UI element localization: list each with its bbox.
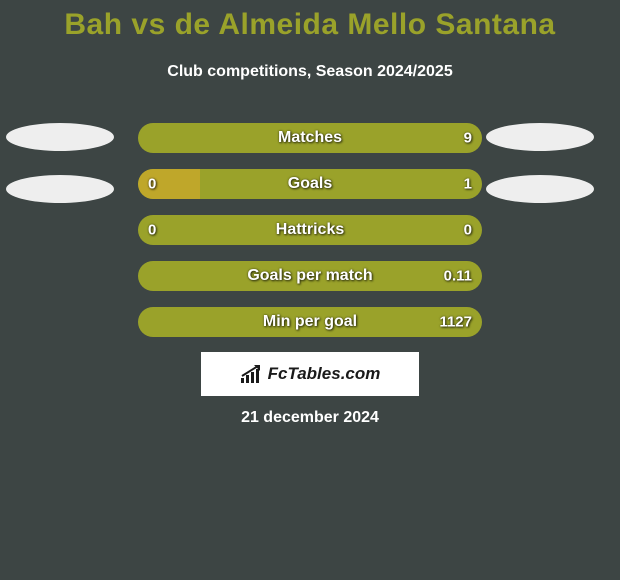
stat-label: Matches — [278, 129, 342, 147]
stat-bar: Goals per match 0.11 — [138, 261, 482, 291]
stat-right-value: 9 — [464, 130, 472, 147]
stat-label: Goals — [288, 175, 332, 193]
stat-label: Min per goal — [263, 313, 357, 331]
comparison-bars: Matches 9 Goals 0 1 Hattricks 0 0 Goals per matc… — [138, 123, 482, 353]
bar-chart-icon — [240, 364, 264, 384]
avatar — [6, 175, 114, 203]
stat-bar: Min per goal 1127 — [138, 307, 482, 337]
stat-left-value: 0 — [148, 176, 156, 193]
stat-label: Goals per match — [247, 267, 372, 285]
stat-right-value: 0 — [464, 222, 472, 239]
stat-bar: Matches 9 — [138, 123, 482, 153]
avatar — [6, 123, 114, 151]
stat-label: Hattricks — [276, 221, 344, 239]
date-label: 21 december 2024 — [241, 409, 379, 427]
brand-text: FcTables.com — [268, 364, 381, 384]
stat-left-value: 0 — [148, 222, 156, 239]
page-title: Bah vs de Almeida Mello Santana — [0, 8, 620, 42]
stat-right-value: 1 — [464, 176, 472, 193]
brand-box: FcTables.com — [201, 352, 419, 396]
subtitle: Club competitions, Season 2024/2025 — [0, 63, 620, 81]
stat-bar: Hattricks 0 0 — [138, 215, 482, 245]
stat-right-value: 1127 — [439, 314, 472, 331]
avatar — [486, 123, 594, 151]
stat-bar: Goals 0 1 — [138, 169, 482, 199]
avatar — [486, 175, 594, 203]
stat-right-value: 0.11 — [444, 268, 472, 285]
